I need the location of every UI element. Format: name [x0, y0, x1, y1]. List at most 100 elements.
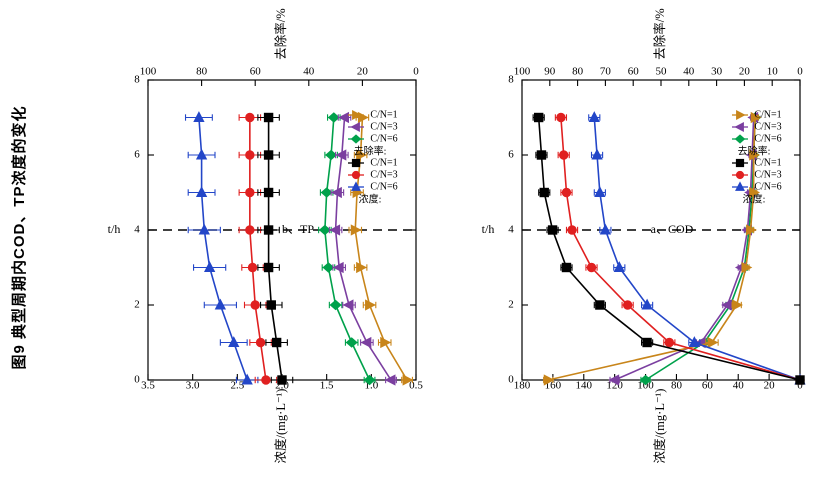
- data-point: [247, 262, 258, 273]
- data-point: [263, 187, 274, 198]
- data-point: [329, 224, 341, 236]
- x-axis-title: t/h: [108, 222, 121, 236]
- data-point: [329, 299, 342, 311]
- data-point: [241, 373, 253, 385]
- x-tick-label: 2: [508, 299, 514, 311]
- data-point: [271, 337, 282, 348]
- y-left-tick-label: 20: [764, 380, 776, 392]
- y-right-tick-label: 100: [514, 66, 531, 78]
- data-point: [664, 337, 675, 348]
- data-point: [561, 187, 572, 198]
- y-left-tick-label: 80: [671, 380, 683, 392]
- series-5: [257, 112, 294, 385]
- x-tick-label: 0: [134, 374, 140, 386]
- y-left-axis-title: 浓度/(mg·L⁻¹): [652, 389, 667, 464]
- data-point: [795, 375, 805, 385]
- data-point: [642, 337, 652, 348]
- data-point: [263, 225, 274, 235]
- legend-item-label: C/N=6: [370, 133, 397, 144]
- data-point: [622, 300, 633, 310]
- y-left-tick-label: 180: [514, 380, 531, 392]
- y-left-tick-label: 0: [797, 380, 803, 392]
- y-right-tick-label: 30: [711, 66, 723, 78]
- data-point: [198, 223, 210, 235]
- data-point: [245, 112, 255, 123]
- data-point: [255, 337, 266, 348]
- data-point: [750, 111, 762, 124]
- y-left-tick-label: 3.0: [186, 380, 200, 392]
- data-point: [203, 261, 216, 272]
- x-tick-label: 2: [134, 299, 140, 311]
- chart-tp: 0.51.01.52.02.53.03.502040608010002468t/…: [108, 8, 424, 463]
- panel-cod: 0 20 40 60 80 100 120 140 160 180 0 10 20 30 40 50 60 70 8…: [430, 0, 829, 475]
- data-point: [707, 336, 719, 349]
- data-point: [365, 299, 376, 311]
- x-tick-label: 6: [134, 149, 140, 161]
- panel-tp: 0.5 1.0 1.5 2.0 2.5 3.0 3.5 0 20 40 60 80 100 0 2 4 6 8 t/…: [60, 0, 440, 475]
- y-left-tick-label: 40: [733, 380, 745, 392]
- data-point: [741, 261, 753, 274]
- data-point: [322, 262, 335, 273]
- data-point: [263, 150, 274, 160]
- y-left-tick-label: 2.5: [230, 380, 244, 392]
- data-point: [318, 224, 331, 236]
- data-point: [608, 374, 620, 386]
- data-point: [335, 149, 347, 161]
- legend-item-label: C/N=3: [370, 121, 397, 132]
- x-tick-label: 8: [134, 74, 140, 86]
- data-point: [688, 336, 701, 347]
- legend-item-label: C/N=1: [370, 109, 397, 120]
- legend-block: 浓度:C/N=6C/N=3C/N=1: [732, 157, 782, 205]
- y-right-tick-label: 50: [656, 66, 668, 78]
- data-point: [586, 262, 597, 273]
- data-point: [721, 299, 732, 311]
- data-point: [245, 187, 255, 198]
- legend-item-label: C/N=3: [370, 169, 397, 180]
- figure-caption: 图9 典型周期内COD、TP浓度的变化: [10, 105, 28, 370]
- x-axis-title: t/h: [482, 222, 495, 236]
- y-right-tick-label: 0: [413, 66, 419, 78]
- data-point: [266, 300, 276, 310]
- data-point: [556, 112, 566, 123]
- y-right-tick-label: 100: [140, 66, 157, 78]
- data-point: [559, 150, 569, 160]
- data-point: [536, 150, 547, 160]
- data-point: [263, 262, 274, 273]
- y-right-axis-title: 去除率/%: [652, 8, 667, 59]
- data-point: [195, 148, 208, 160]
- data-point: [350, 224, 362, 236]
- data-point: [363, 374, 376, 386]
- data-point: [543, 374, 555, 386]
- legend-item-label: C/N=3: [754, 169, 781, 180]
- y-right-tick-label: 40: [683, 66, 695, 78]
- x-tick-label: 6: [508, 149, 514, 161]
- data-point: [380, 336, 392, 349]
- y-right-tick-label: 20: [357, 66, 369, 78]
- legend: 去除率:C/N=6C/N=3C/N=1浓度:C/N=6C/N=3C/N=1: [348, 109, 398, 205]
- legend-heading: 浓度:: [359, 192, 382, 205]
- y-right-tick-label: 40: [303, 66, 315, 78]
- panel-label: b、TP: [282, 222, 314, 236]
- data-point: [567, 225, 577, 235]
- x-tick-label: 4: [134, 224, 140, 236]
- legend-item-label: C/N=1: [370, 157, 397, 168]
- data-point: [539, 187, 549, 198]
- y-right-tick-label: 20: [739, 66, 751, 78]
- data-point: [356, 149, 367, 161]
- data-point: [263, 112, 274, 123]
- data-point: [356, 261, 367, 274]
- legend-item-label: C/N=3: [754, 121, 781, 132]
- series-0: [318, 112, 376, 386]
- data-point: [245, 225, 255, 235]
- series-4: [554, 112, 805, 385]
- legend-item-label: C/N=1: [754, 109, 781, 120]
- data-point: [533, 112, 544, 123]
- series-3: [184, 111, 259, 385]
- chart-cod: 0204060801001201401601800102030405060708…: [482, 8, 806, 464]
- y-right-tick-label: 60: [628, 66, 640, 78]
- legend-block: 浓度:C/N=6C/N=3C/N=1: [348, 157, 398, 205]
- data-point: [561, 262, 572, 273]
- data-point: [749, 149, 760, 161]
- data-point: [331, 186, 342, 199]
- legend-item-label: C/N=6: [370, 181, 397, 192]
